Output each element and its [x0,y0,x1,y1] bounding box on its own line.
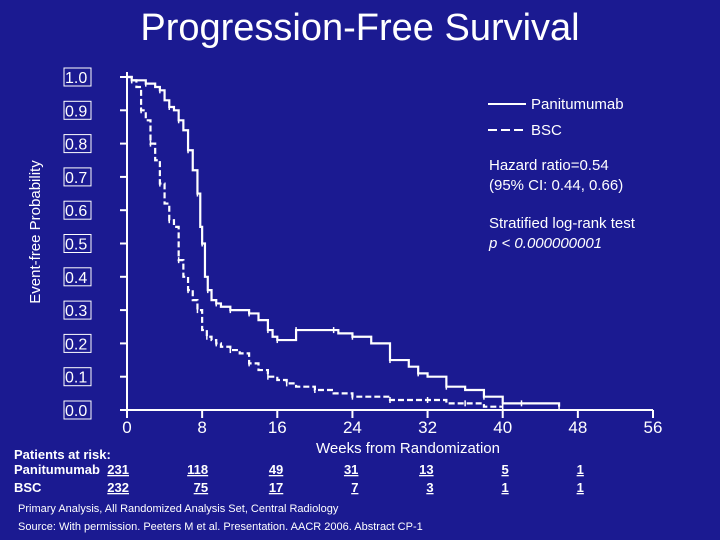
x-tick-label: 0 [122,418,131,437]
legend: Panitumumab BSC [488,96,624,139]
series-line-bsc [127,75,503,408]
y-tick-label: 0.0 [65,403,87,420]
y-tick-box [63,134,92,154]
logrank-text: Stratified log-rank test [489,215,636,232]
y-tick-box [63,300,92,320]
x-tick-label: 56 [644,418,663,437]
y-tick-box [63,167,92,187]
risk-value: 17 [269,480,283,495]
x-axis-label: Weeks from Randomization [316,440,500,457]
risk-table: Patients at risk: Panitumumab BSC 231 118… [14,447,584,495]
x-tick-label: 48 [568,418,587,437]
p-value-text: p < 0.000000001 [488,235,602,252]
risk-table-title: Patients at risk: [14,447,111,462]
y-tick-box [63,100,92,120]
risk-row-label-panitumumab: Panitumumab [14,462,100,477]
risk-value: 13 [419,462,433,477]
y-tick-label: 0.1 [65,370,87,387]
x-tick-label: 40 [493,418,512,437]
survival-curves [127,75,561,410]
risk-value: 49 [269,462,283,477]
risk-value: 31 [344,462,358,477]
hazard-ratio-annotation: Hazard ratio=0.54 (95% CI: 0.44, 0.66) [489,157,623,194]
legend-label-bsc: BSC [531,122,562,139]
y-tick-box [63,200,92,220]
y-axis: 0.0 0.1 0.2 0.3 0.4 0.5 0.6 0.7 0.8 0.9 1.0 [63,67,128,420]
y-tick-box [63,333,92,353]
x-tick-label: 16 [268,418,287,437]
y-tick-box [63,234,92,253]
risk-value: 232 [107,480,129,495]
y-tick-label: 0.5 [65,237,87,254]
x-tick-label: 32 [418,418,437,437]
risk-row-label-bsc: BSC [14,480,42,495]
y-tick-box [63,267,92,287]
x-tick-label: 8 [197,418,206,437]
y-tick-label: 0.8 [65,137,87,154]
x-tick-label: 24 [343,418,362,437]
y-tick-label: 0.3 [65,303,87,320]
hazard-ci-text: (95% CI: 0.44, 0.66) [489,177,623,194]
risk-value: 3 [426,480,433,495]
footnote-source: Source: With permission. Peeters M et al… [18,521,423,533]
y-tick-label: 0.9 [65,103,87,120]
risk-value: 1 [501,480,508,495]
y-axis-label: Event-free Probability [27,160,44,304]
risk-value: 75 [194,480,208,495]
risk-value: 1 [577,462,584,477]
y-tick-box [63,400,92,420]
y-tick-box [63,67,92,87]
risk-value: 231 [107,462,129,477]
y-tick-label: 0.2 [65,336,87,353]
y-tick-label: 0.4 [65,270,87,287]
y-tick-label: 1.0 [65,70,87,87]
hazard-ratio-text: Hazard ratio=0.54 [489,157,609,174]
risk-value: 118 [187,462,208,477]
risk-value: 1 [577,480,584,495]
y-tick-label: 0.7 [65,170,87,187]
series-line-panitumumab [127,75,561,407]
y-tick-label: 0.6 [65,203,87,220]
x-axis: 0 8 16 24 32 40 48 56 [122,409,663,437]
risk-value: 7 [351,480,358,495]
logrank-annotation: Stratified log-rank test p < 0.000000001 [488,215,636,252]
y-tick-box [63,367,92,387]
risk-value: 5 [501,462,508,477]
footnote-analysis: Primary Analysis, All Randomized Analysi… [18,503,339,515]
legend-label-panitumumab: Panitumumab [531,96,624,113]
chart-title: Progression-Free Survival [140,7,579,49]
